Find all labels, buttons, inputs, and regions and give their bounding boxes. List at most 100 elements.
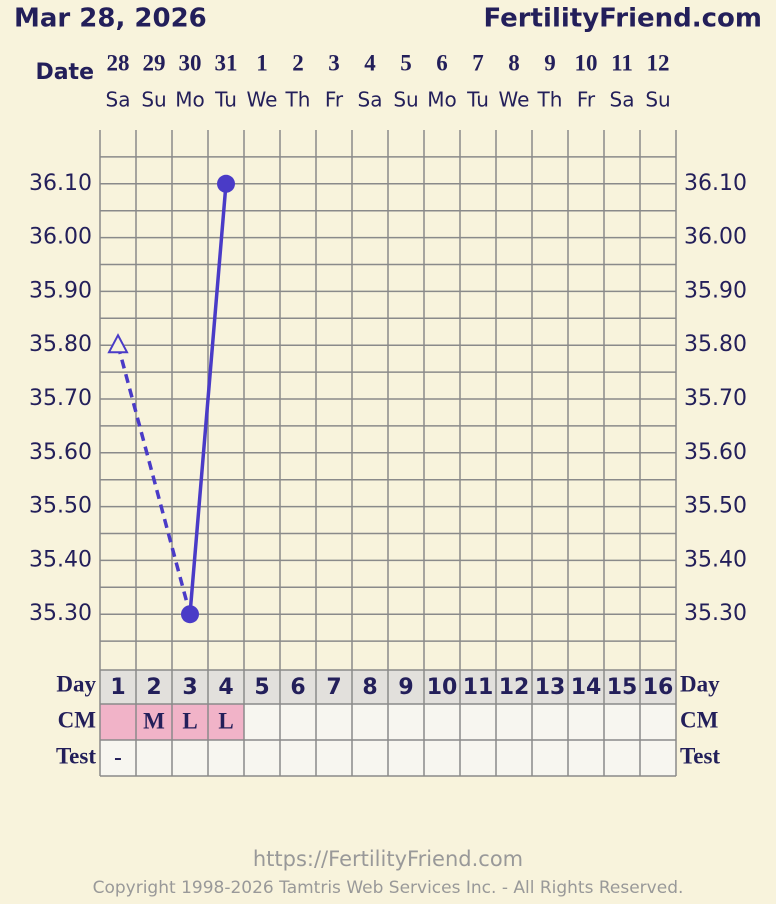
y2-tick-label: 36.00	[684, 225, 747, 250]
date-label: 8	[508, 50, 520, 75]
row-label: Day	[56, 671, 96, 696]
brand: FertilityFriend.com	[483, 4, 762, 34]
day-number: 2	[146, 675, 161, 700]
day-cell	[172, 670, 208, 704]
cm-cell	[496, 704, 532, 740]
date-label: 28	[107, 50, 130, 75]
cm-cell	[604, 704, 640, 740]
cm-value: M	[143, 708, 165, 733]
cm-cell	[388, 704, 424, 740]
day-cell	[244, 670, 280, 704]
cm-cell	[424, 704, 460, 740]
weekday-label: Sa	[358, 88, 383, 112]
test-cell	[460, 740, 496, 776]
date-label: 10	[575, 50, 598, 75]
date-label: 11	[611, 50, 633, 75]
y2-tick-label: 35.50	[684, 494, 747, 519]
day-number: 4	[218, 675, 233, 700]
day-cell	[208, 670, 244, 704]
test-cell	[388, 740, 424, 776]
url: https://FertilityFriend.com	[253, 847, 523, 871]
cm-cell	[460, 704, 496, 740]
y2-tick-label: 35.30	[684, 601, 747, 626]
date-label: 29	[143, 50, 166, 75]
weekday-label: Tu	[466, 88, 489, 112]
date-label: 9	[544, 50, 556, 75]
day-number: 14	[571, 675, 602, 700]
weekday-label: Sa	[610, 88, 635, 112]
date-label: Date	[35, 60, 94, 85]
y-tick-label: 35.90	[29, 278, 92, 303]
cm-cell	[208, 704, 244, 740]
day-cell	[280, 670, 316, 704]
y2-tick-label: 35.70	[684, 386, 747, 411]
date-label: 31	[215, 50, 238, 75]
weekday-label: We	[499, 88, 530, 112]
y2-tick-label: 35.80	[684, 332, 747, 357]
cm-cell	[532, 704, 568, 740]
date-label: 12	[647, 50, 670, 75]
y-tick-label: 35.60	[29, 440, 92, 465]
test-cell	[568, 740, 604, 776]
weekday-label: Sa	[106, 88, 131, 112]
test-cell	[100, 740, 136, 776]
day-cell	[388, 670, 424, 704]
day-number: 12	[499, 675, 530, 700]
day-number: 16	[643, 675, 674, 700]
day-number: 11	[463, 675, 494, 700]
temp-point	[181, 605, 199, 624]
row-label: Test	[680, 743, 720, 768]
day-cell	[136, 670, 172, 704]
test-cell	[208, 740, 244, 776]
cm-cell	[640, 704, 676, 740]
y-tick-label: 35.80	[29, 332, 92, 357]
y-tick-label: 35.70	[29, 386, 92, 411]
day-number: 10	[427, 675, 458, 700]
test-cell	[136, 740, 172, 776]
date-label: 6	[436, 50, 448, 75]
day-cell	[532, 670, 568, 704]
test-cell	[640, 740, 676, 776]
weekday-label: Th	[537, 88, 563, 112]
row-label: CM	[680, 707, 719, 732]
temp-line	[188, 183, 228, 615]
cm-cell	[568, 704, 604, 740]
row-label: CM	[58, 707, 97, 732]
day-number: 1	[110, 675, 125, 700]
test-cell	[280, 740, 316, 776]
cm-cell	[244, 704, 280, 740]
day-number: 13	[535, 675, 566, 700]
test-cell	[172, 740, 208, 776]
y-tick-label: 36.10	[29, 171, 92, 196]
cm-cell	[100, 704, 136, 740]
date-label: 4	[364, 50, 376, 75]
cm-cell	[316, 704, 352, 740]
date-label: 2	[292, 50, 304, 75]
weekday-label: Th	[285, 88, 311, 112]
cm-value: L	[218, 708, 233, 733]
cm-cell	[172, 704, 208, 740]
date-label: 30	[179, 50, 202, 75]
date-label: 7	[472, 50, 484, 75]
weekday-label: Tu	[214, 88, 237, 112]
temp-point	[107, 333, 129, 354]
day-cell	[424, 670, 460, 704]
weekday-label: Mo	[427, 88, 457, 112]
day-cell	[352, 670, 388, 704]
day-cell	[496, 670, 532, 704]
day-number: 6	[290, 675, 305, 700]
y2-tick-label: 36.10	[684, 171, 747, 196]
cm-value: L	[182, 708, 197, 733]
day-cell	[460, 670, 496, 704]
y-tick-label: 35.30	[29, 601, 92, 626]
weekday-label: Su	[141, 88, 166, 112]
test-cell	[532, 740, 568, 776]
temp-point	[217, 174, 235, 193]
cm-cell	[136, 704, 172, 740]
copyright: Copyright 1998-2026 Tamtris Web Services…	[93, 878, 684, 898]
test-cell	[244, 740, 280, 776]
y-tick-label: 35.50	[29, 494, 92, 519]
y-tick-label: 35.40	[29, 547, 92, 572]
weekday-label: Fr	[325, 88, 344, 112]
